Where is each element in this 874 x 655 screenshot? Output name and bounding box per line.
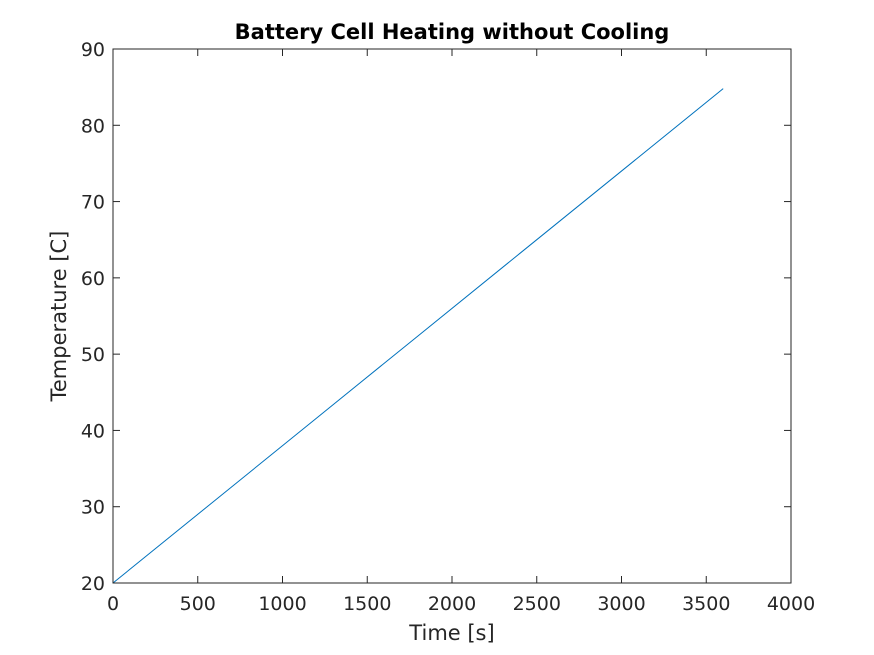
plot-background <box>113 49 791 583</box>
y-tick-label: 30 <box>81 497 105 519</box>
x-tick-label: 0 <box>107 593 119 615</box>
x-tick-label: 1000 <box>258 593 306 615</box>
y-tick-label: 90 <box>81 39 105 61</box>
y-tick-label: 60 <box>81 268 105 290</box>
x-tick-label: 4000 <box>767 593 815 615</box>
x-tick-label: 2000 <box>428 593 476 615</box>
y-tick-label: 80 <box>81 115 105 137</box>
y-axis-title: Temperature [C] <box>47 231 71 403</box>
y-axis-ticks: 20 30 40 50 60 70 80 90 <box>81 39 791 595</box>
series-layer <box>112 88 724 584</box>
x-tick-label: 3000 <box>597 593 645 615</box>
x-axis-title: Time [s] <box>408 621 494 645</box>
chart-title: Battery Cell Heating without Cooling <box>235 20 670 44</box>
series-line-0 <box>112 88 724 584</box>
x-tick-label: 3500 <box>682 593 730 615</box>
y-tick-label: 50 <box>81 344 105 366</box>
x-axis-ticks: 0 500 1000 1500 2000 2500 3000 3500 4000 <box>107 49 815 615</box>
y-tick-label: 20 <box>81 573 105 595</box>
x-tick-label: 500 <box>180 593 216 615</box>
y-tick-label: 40 <box>81 420 105 442</box>
y-tick-label: 70 <box>81 192 105 214</box>
x-tick-label: 1500 <box>343 593 391 615</box>
x-tick-label: 2500 <box>513 593 561 615</box>
